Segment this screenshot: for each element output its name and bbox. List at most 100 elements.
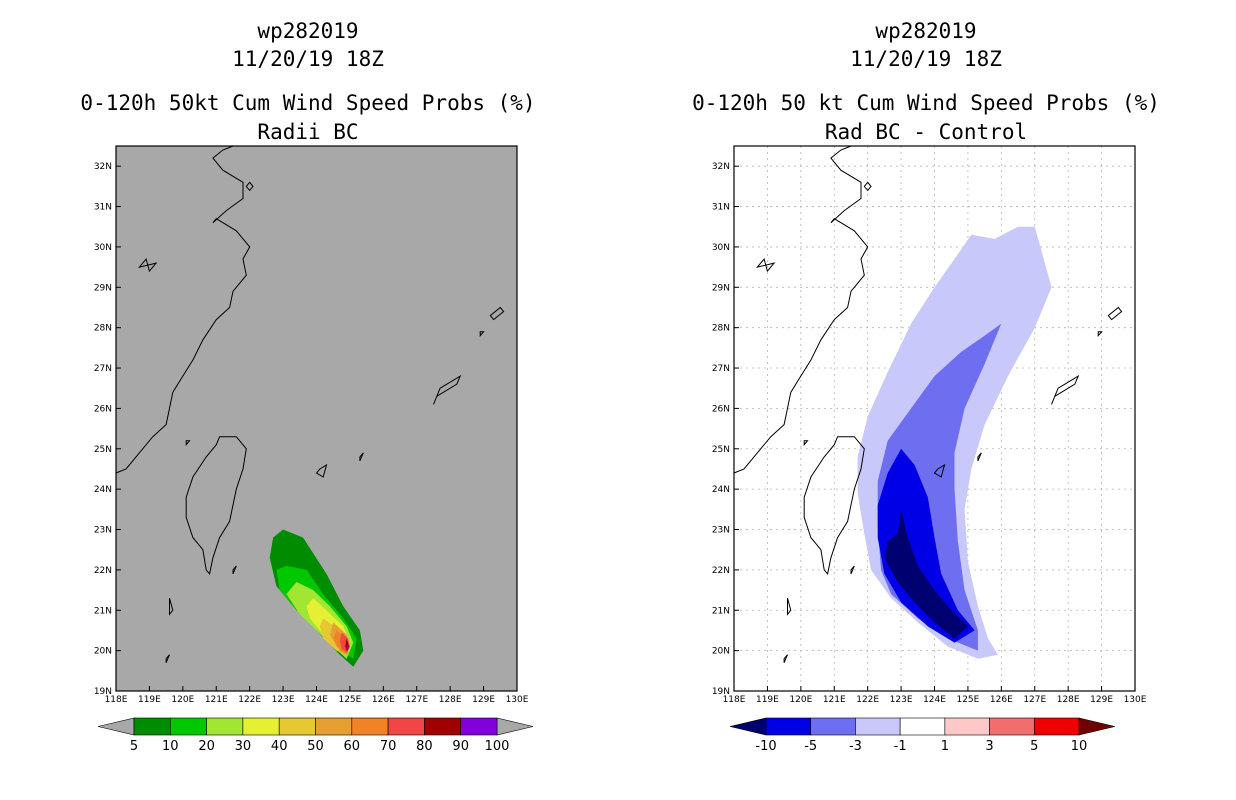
- y-tick-label: 32N: [94, 162, 112, 172]
- island-coastline: [787, 597, 792, 616]
- island-coastline: [803, 440, 809, 447]
- colorbar-swatch: [278, 717, 316, 736]
- x-tick-label: 126E: [990, 695, 1013, 705]
- colorbar-swatch: [855, 717, 901, 736]
- x-tick-label: 126E: [372, 695, 395, 705]
- y-tick-label: 31N: [712, 203, 730, 213]
- island-coastline: [863, 181, 872, 192]
- x-tick-label: 118E: [105, 695, 128, 705]
- y-tick-label: 20N: [94, 647, 112, 657]
- difference-contours: [857, 226, 1052, 659]
- y-tick-label: 22N: [712, 566, 730, 576]
- colorbar-label: 40: [271, 739, 288, 754]
- x-tick-label: 121E: [823, 695, 846, 705]
- chart-heading: 0-120h 50kt Cum Wind Speed Probs (%): [80, 91, 535, 115]
- x-tick-label: 129E: [472, 695, 495, 705]
- island-coastline: [1097, 331, 1103, 338]
- colorbar-swatch: [242, 717, 280, 736]
- x-tick-label: 124E: [923, 695, 946, 705]
- chart-date: 11/20/19 18Z: [232, 47, 384, 71]
- y-tick-label: 28N: [712, 324, 730, 334]
- probability-contours: [269, 529, 364, 667]
- y-tick-label: 23N: [712, 526, 730, 536]
- y-tick-label: 25N: [94, 445, 112, 455]
- y-tick-label: 26N: [94, 404, 112, 414]
- colorbar-label: 10: [162, 739, 179, 754]
- colorbar-label: -5: [804, 739, 817, 754]
- x-tick-label: 125E: [956, 695, 979, 705]
- colorbar-swatch: [424, 717, 461, 736]
- y-tick-label: 30N: [94, 243, 112, 253]
- colorbar-swatch: [1033, 717, 1080, 736]
- x-tick-label: 125E: [338, 695, 361, 705]
- island-coastline: [756, 257, 776, 273]
- y-tick-label: 29N: [712, 283, 730, 293]
- colorbar-label: 30: [235, 739, 252, 754]
- y-tick-label: 27N: [712, 364, 730, 374]
- island-coastline: [850, 565, 855, 575]
- y-tick-label: 31N: [94, 203, 112, 213]
- colorbar: -10 -5 -3 -1 1 3 5 10: [729, 717, 1116, 754]
- colorbar-swatch: [810, 717, 856, 736]
- y-tick-label: 30N: [712, 243, 730, 253]
- y-tick-label: 28N: [94, 324, 112, 334]
- island-coastline: [433, 374, 462, 405]
- x-tick-label: 118E: [723, 695, 746, 705]
- colorbar-swatch: [989, 717, 1035, 736]
- colorbar-swatch: [315, 717, 353, 736]
- colorbar-swatch: [206, 717, 244, 736]
- y-tick-label: 19N: [94, 687, 112, 697]
- colorbar-label: -3: [849, 739, 862, 754]
- colorbar-label: 5: [130, 739, 138, 754]
- x-tick-label: 123E: [272, 695, 295, 705]
- china-coastline: [115, 145, 251, 474]
- colorbar-label: 1: [941, 739, 949, 754]
- colorbar-label: 90: [452, 739, 469, 754]
- x-tick-label: 124E: [305, 695, 328, 705]
- y-tick-label: 29N: [94, 283, 112, 293]
- island-coastline: [315, 463, 328, 478]
- coastlines: [115, 145, 505, 663]
- coastlines: [733, 145, 1123, 663]
- colorbar-swatch: [170, 717, 207, 736]
- x-tick-label: 128E: [1057, 695, 1080, 705]
- colorbar-swatch: [387, 717, 425, 736]
- x-tick-label: 120E: [789, 695, 812, 705]
- island-coastline: [165, 654, 170, 663]
- taiwan-coastline: [185, 436, 247, 576]
- panel-radii-bc: wp282019 11/20/19 18Z 0-120h 50kt Cum Wi…: [80, 19, 535, 754]
- gridlines: [734, 146, 1135, 691]
- colorbar-extend-high: [1078, 717, 1116, 736]
- chart-subheading: Rad BC - Control: [825, 120, 1027, 144]
- colorbar-label: 10: [1071, 739, 1088, 754]
- colorbar-label: 50: [307, 739, 324, 754]
- y-tick-label: 23N: [94, 526, 112, 536]
- x-tick-label: 130E: [1124, 695, 1147, 705]
- island-coastline: [977, 452, 982, 462]
- colorbar-label: 5: [1030, 739, 1038, 754]
- island-coastline: [479, 331, 485, 338]
- colorbar-label: 100: [485, 739, 510, 754]
- x-tick-label: 120E: [171, 695, 194, 705]
- x-tick-label: 127E: [405, 695, 428, 705]
- colorbar-swatch: [351, 717, 389, 736]
- island-coastline: [138, 257, 158, 273]
- x-tick-label: 119E: [756, 695, 779, 705]
- china-coastline: [733, 145, 869, 474]
- axis-ticks: 118E 119E 120E 121E 122E 123E 124E 125E 126E 127E…: [94, 162, 529, 705]
- y-tick-label: 20N: [712, 647, 730, 657]
- colorbar-label: 70: [380, 739, 397, 754]
- axis-ticks: 118E 119E 120E 121E 122E 123E 124E 125E 126E 127E…: [712, 162, 1147, 705]
- colorbar: 5 10 20 30 40 50 60 70 80 90 100: [97, 717, 534, 754]
- panel-rad-bc-control: wp282019 11/20/19 18Z 0-120h 50 kt Cum W…: [692, 19, 1160, 754]
- colorbar-extend-high: [496, 717, 534, 736]
- island-coastline: [359, 452, 364, 462]
- x-tick-label: 122E: [856, 695, 879, 705]
- island-coastline: [933, 463, 946, 478]
- chart-date: 11/20/19 18Z: [850, 47, 1002, 71]
- contour-level-neg10: [884, 509, 968, 639]
- y-tick-label: 24N: [94, 485, 112, 495]
- x-tick-label: 121E: [205, 695, 228, 705]
- colorbar-label: 3: [985, 739, 993, 754]
